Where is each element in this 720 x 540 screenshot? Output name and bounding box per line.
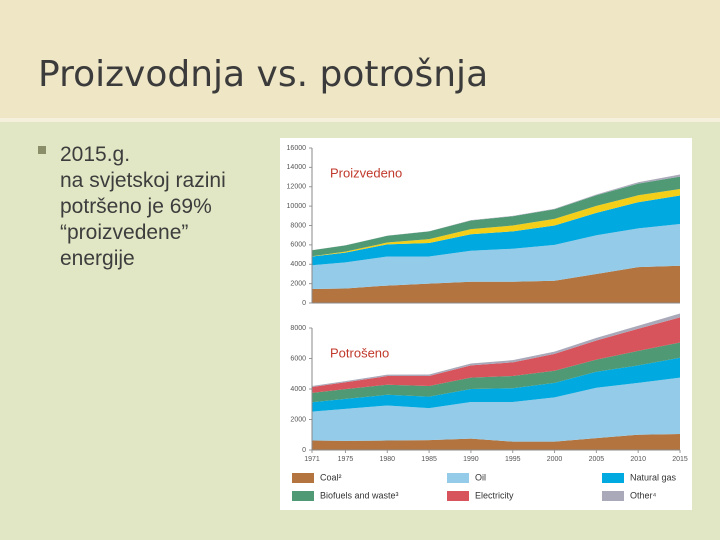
x-tick-label: 2015: [672, 456, 688, 463]
legend-swatch: [447, 491, 469, 501]
y-tick-label: 0: [302, 447, 306, 454]
x-tick-label: 1990: [463, 456, 479, 463]
y-tick-label: 4000: [290, 386, 306, 393]
y-tick-label: 6000: [290, 355, 306, 362]
y-tick-label: 12000: [287, 184, 307, 191]
area: [312, 265, 680, 303]
slide-title: Proizvodnja vs. potrošnja: [38, 54, 489, 95]
legend-label: Biofuels and waste³: [320, 490, 399, 500]
x-tick-label: 2005: [589, 456, 605, 463]
annotation: Proizvedeno: [330, 165, 402, 180]
legend-label: Natural gas: [630, 472, 677, 482]
x-tick-label: 2010: [630, 456, 646, 463]
y-tick-label: 10000: [287, 203, 307, 210]
y-tick-label: 6000: [290, 242, 306, 249]
y-tick-label: 0: [302, 300, 306, 307]
bullet-line: potršeno je 69%: [60, 195, 212, 218]
area: [312, 342, 680, 403]
y-tick-label: 4000: [290, 261, 306, 268]
area: [312, 317, 680, 393]
area: [312, 433, 680, 450]
x-tick-label: 2000: [547, 456, 563, 463]
x-tick-label: 1971: [304, 456, 320, 463]
area: [312, 224, 680, 289]
bullet-line: 2015.g.: [60, 143, 131, 166]
legend-label: Coal²: [320, 472, 342, 482]
bullet-line: energije: [60, 247, 135, 270]
y-tick-label: 8000: [290, 325, 306, 332]
legend-swatch: [292, 491, 314, 501]
area: [312, 176, 680, 257]
bullet-mark: [38, 146, 46, 154]
legend-swatch: [447, 473, 469, 483]
bullet-line: “proizvedene”: [60, 221, 189, 244]
x-tick-label: 1975: [338, 456, 354, 463]
title-rule: [0, 118, 720, 122]
annotation: Potrošeno: [330, 345, 389, 360]
y-tick-label: 16000: [287, 145, 307, 152]
y-tick-label: 2000: [290, 280, 306, 287]
area: [312, 174, 680, 251]
area: [312, 195, 680, 266]
legend-label: Oil: [475, 472, 486, 482]
y-tick-label: 8000: [290, 222, 306, 229]
bullet-lines: 2015.g. na svjetskoj razini potršeno je 69…: [60, 142, 226, 272]
legend-swatch: [602, 491, 624, 501]
x-tick-label: 1995: [505, 456, 521, 463]
area: [312, 377, 680, 442]
legend-swatch: [292, 473, 314, 483]
y-tick-label: 2000: [290, 416, 306, 423]
bullet: 2015.g. na svjetskoj razini potršeno je 69…: [38, 142, 226, 272]
title-band: [0, 0, 720, 118]
legend-swatch: [602, 473, 624, 483]
bullet-line: na svjetskoj razini: [60, 169, 226, 192]
x-tick-label: 1985: [421, 456, 437, 463]
legend-label: Other⁴: [630, 490, 657, 500]
area: [312, 357, 680, 412]
area: [312, 188, 680, 257]
y-tick-label: 14000: [287, 164, 307, 171]
x-tick-label: 1980: [379, 456, 395, 463]
legend-label: Electricity: [475, 490, 514, 500]
